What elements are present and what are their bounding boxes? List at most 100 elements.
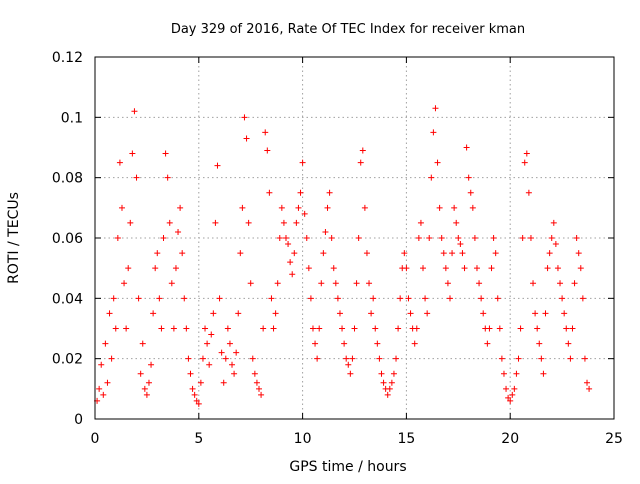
- data-point: [521, 159, 528, 166]
- data-point: [314, 355, 321, 362]
- data-point: [424, 310, 431, 317]
- data-point: [457, 241, 464, 248]
- data-point: [218, 349, 225, 356]
- data-point: [129, 150, 136, 157]
- data-point: [393, 355, 400, 362]
- data-point: [513, 370, 520, 377]
- data-point: [127, 219, 134, 226]
- data-point: [268, 295, 275, 302]
- data-point: [216, 295, 223, 302]
- data-point: [500, 370, 507, 377]
- data-point: [191, 391, 198, 398]
- data-point: [307, 295, 314, 302]
- data-point: [407, 310, 414, 317]
- data-point: [386, 385, 393, 392]
- data-point: [390, 370, 397, 377]
- data-point: [349, 355, 356, 362]
- data-point: [467, 189, 474, 196]
- data-point: [336, 310, 343, 317]
- data-point: [420, 265, 427, 272]
- data-point: [247, 280, 254, 287]
- y-tick-label: 0.04: [52, 291, 83, 307]
- data-point: [426, 235, 433, 241]
- data-point: [363, 250, 370, 257]
- data-point: [193, 397, 200, 404]
- y-axis-label: ROTI / TECUs: [6, 192, 22, 284]
- data-point: [316, 325, 323, 332]
- data-point: [378, 370, 385, 377]
- data-point: [293, 219, 300, 226]
- data-point: [164, 174, 171, 181]
- data-point: [266, 189, 273, 196]
- data-point: [380, 379, 387, 386]
- data-point: [484, 340, 491, 347]
- data-point: [573, 235, 580, 241]
- data-point: [567, 355, 574, 362]
- data-point: [162, 150, 169, 157]
- data-point: [168, 280, 175, 287]
- data-point: [295, 204, 302, 211]
- data-point: [546, 250, 553, 257]
- data-point: [507, 397, 514, 404]
- data-point: [330, 265, 337, 272]
- data-point: [334, 295, 341, 302]
- data-point: [231, 370, 238, 377]
- data-point: [197, 379, 204, 386]
- x-tick-label: 20: [501, 431, 519, 447]
- data-point: [102, 340, 109, 347]
- data-point: [278, 204, 285, 211]
- data-point: [214, 162, 221, 169]
- data-point: [355, 235, 362, 241]
- data-point: [341, 340, 348, 347]
- data-point: [359, 147, 366, 154]
- y-tick-label: 0.06: [52, 231, 83, 247]
- data-point: [135, 295, 142, 302]
- data-point: [384, 391, 391, 398]
- data-point: [328, 235, 335, 241]
- data-point: [449, 250, 456, 257]
- data-point: [312, 340, 319, 347]
- data-point: [179, 250, 186, 257]
- data-point: [249, 355, 256, 362]
- data-point: [121, 280, 128, 287]
- data-point: [125, 265, 132, 272]
- data-point: [581, 355, 588, 362]
- data-point: [459, 250, 466, 257]
- data-point: [436, 204, 443, 211]
- data-point: [515, 355, 522, 362]
- data-point: [110, 295, 117, 302]
- data-points: [94, 105, 593, 407]
- data-point: [345, 361, 352, 368]
- chart-title: Day 329 of 2016, Rate Of TEC Index for r…: [171, 22, 525, 37]
- data-point: [536, 340, 543, 347]
- data-point: [395, 325, 402, 332]
- data-point: [272, 310, 279, 317]
- data-point: [584, 379, 591, 386]
- data-point: [357, 159, 364, 166]
- data-point: [405, 295, 412, 302]
- data-point: [220, 379, 227, 386]
- data-point: [108, 355, 115, 362]
- data-point: [397, 295, 404, 302]
- data-point: [326, 189, 333, 196]
- data-point: [104, 379, 111, 386]
- data-point: [498, 355, 505, 362]
- data-point: [366, 280, 373, 287]
- plot-border: [94, 56, 615, 420]
- data-point: [388, 379, 395, 386]
- data-point: [256, 385, 263, 392]
- data-point: [253, 379, 260, 386]
- data-point: [96, 385, 103, 392]
- data-point: [538, 355, 545, 362]
- data-point: [550, 219, 557, 226]
- data-point: [222, 355, 229, 362]
- data-point: [415, 235, 422, 241]
- data-point: [239, 204, 246, 211]
- data-point: [575, 250, 582, 257]
- data-point: [114, 235, 121, 241]
- data-point: [143, 391, 150, 398]
- data-point: [100, 391, 107, 398]
- data-point: [170, 325, 177, 332]
- data-point: [517, 325, 524, 332]
- data-point: [586, 385, 593, 392]
